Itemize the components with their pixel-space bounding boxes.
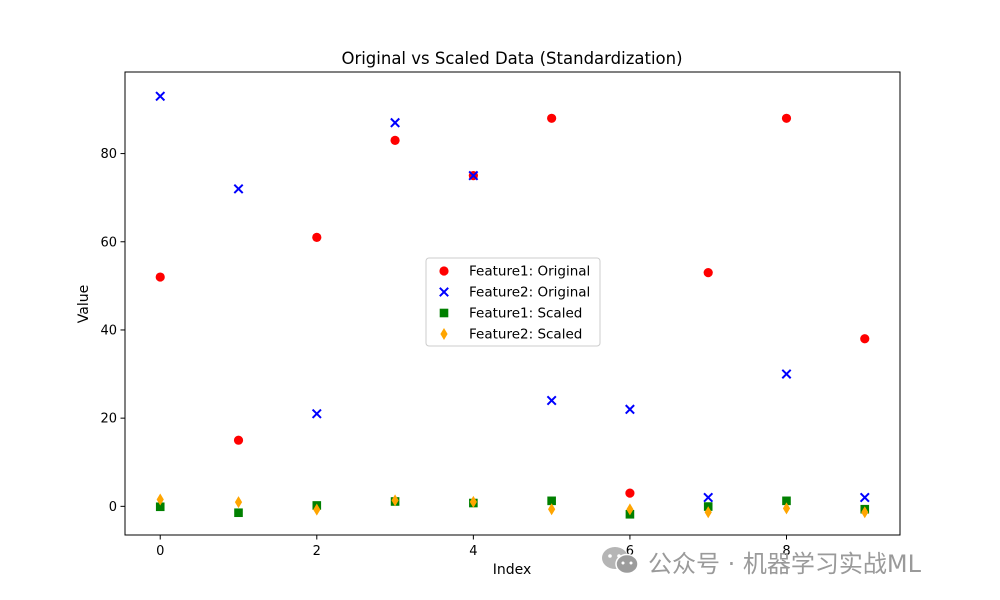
data-point	[625, 404, 635, 415]
x-tick-label: 4	[469, 544, 477, 559]
series-2	[155, 91, 870, 503]
plot-area	[155, 91, 870, 519]
data-point	[155, 502, 165, 512]
data-point	[155, 272, 165, 282]
legend-entry: Feature1: Scaled	[469, 306, 582, 322]
data-point	[861, 506, 869, 519]
data-point	[626, 503, 634, 516]
legend: Feature1: Original Feature2: Original Feat…	[425, 257, 601, 347]
data-point	[234, 508, 243, 518]
y-tick-label: 60	[100, 235, 117, 250]
data-point	[782, 502, 791, 515]
x-tick-label: 6	[626, 544, 634, 559]
data-point	[703, 268, 713, 278]
data-point	[233, 435, 244, 445]
data-point	[782, 496, 791, 506]
y-tick-label: 40	[100, 323, 117, 338]
watermark: 公众号 · 机器学习实战ML	[600, 543, 980, 579]
legend-marker	[439, 308, 449, 318]
legend-marker	[439, 287, 449, 297]
legend-box	[425, 257, 601, 347]
legend-marker	[439, 266, 449, 276]
legend-entry: Feature2: Scaled	[469, 327, 582, 343]
data-point	[391, 494, 399, 507]
x-tick-label: 8	[782, 544, 790, 559]
data-point	[155, 91, 166, 102]
data-point	[233, 183, 244, 194]
data-point	[859, 492, 870, 503]
data-point	[625, 488, 635, 498]
x-axis-label: Index	[493, 562, 532, 578]
data-point	[469, 495, 477, 508]
y-tick-label: 0	[109, 500, 117, 515]
data-point	[704, 506, 712, 519]
axes-frame	[124, 71, 901, 536]
series-4	[156, 493, 869, 519]
data-point	[311, 408, 322, 419]
data-point	[781, 113, 792, 123]
wechat-icon	[602, 547, 639, 575]
x-tick-label: 2	[313, 544, 321, 559]
data-point	[781, 369, 792, 379]
watermark-text: 公众号 · 机器学习实战ML	[648, 549, 921, 578]
data-point	[546, 395, 557, 406]
data-point	[390, 135, 400, 145]
legend-marker	[440, 328, 448, 340]
legend-entry: Feature1: Original	[469, 264, 590, 280]
data-point	[547, 113, 557, 123]
data-point	[234, 496, 243, 509]
data-point	[547, 496, 556, 506]
y-axis-label: Value	[76, 285, 92, 323]
data-point	[156, 493, 164, 506]
chart-title: Original vs Scaled Data (Standardization…	[341, 49, 682, 68]
data-point	[390, 117, 400, 128]
data-point	[703, 492, 714, 503]
y-tick-label: 20	[100, 412, 117, 427]
data-point	[312, 232, 322, 242]
data-point	[860, 334, 870, 344]
legend-entry: Feature2: Original	[469, 285, 590, 301]
x-tick-label: 0	[156, 544, 164, 559]
data-point	[313, 503, 321, 516]
data-point	[468, 170, 479, 181]
data-point	[548, 503, 556, 516]
y-tick-label: 80	[100, 147, 117, 162]
